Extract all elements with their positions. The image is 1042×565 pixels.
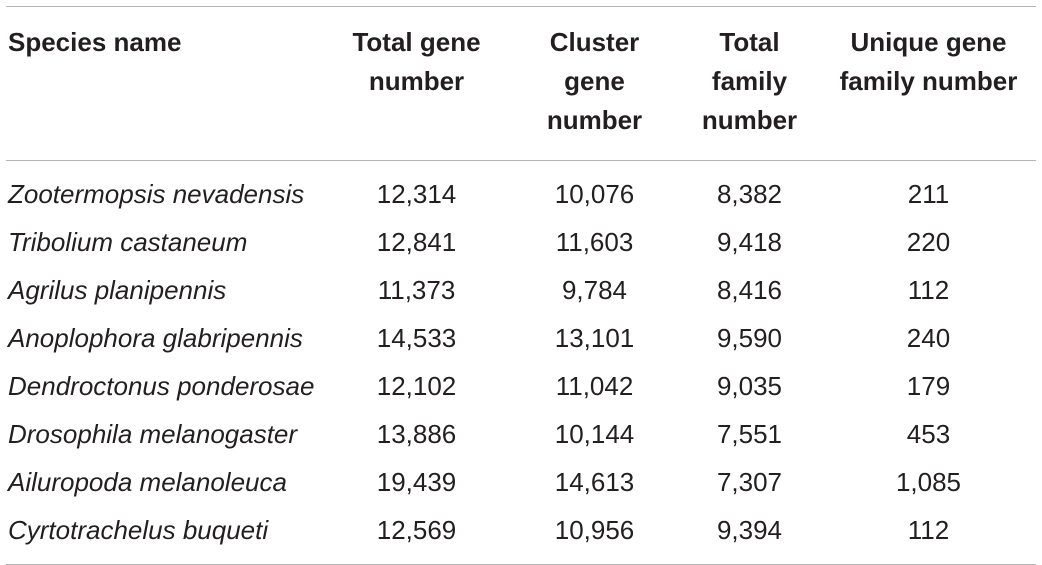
cell-total-gene-number: 12,841 <box>376 227 457 257</box>
cell-species-name: Tribolium castaneum <box>8 227 248 257</box>
cell-unique-gene-family-number: 112 <box>907 275 950 305</box>
header-unique-gene-family-number: Unique gene family number <box>839 27 1018 96</box>
cell-unique-gene-family-number: 220 <box>906 227 951 257</box>
cell-total-family-number: 7,307 <box>716 467 783 497</box>
cell-species-name: Cyrtotrachelus buqueti <box>8 515 269 545</box>
cell-unique-gene-family-number: 211 <box>907 179 950 209</box>
cell-cluster-gene-number: 10,956 <box>554 515 635 545</box>
cell-total-gene-number: 19,439 <box>376 467 457 497</box>
cell-total-gene-number: 12,569 <box>376 515 457 545</box>
cell-cluster-gene-number: 11,042 <box>555 371 634 401</box>
header-total-gene-number: Total gene number <box>352 27 481 96</box>
cell-species-name: Agrilus planipennis <box>8 275 227 305</box>
header-cluster-gene-number: Cluster gene number <box>546 27 643 135</box>
cell-total-gene-number: 13,886 <box>376 419 457 449</box>
cell-unique-gene-family-number: 1,085 <box>895 467 962 497</box>
cell-total-family-number: 8,416 <box>716 275 783 305</box>
cell-species-name: Ailuropoda melanoleuca <box>8 467 287 497</box>
table-row: Dendroctonus ponderosae 12,102 11,042 9,035… <box>6 362 1036 410</box>
cell-unique-gene-family-number: 112 <box>907 515 950 545</box>
cell-cluster-gene-number: 10,144 <box>554 419 635 449</box>
cell-species-name: Anoplophora glabripennis <box>8 323 303 353</box>
gene-family-table: Species name Total gene number Cluster g… <box>6 6 1036 565</box>
cell-cluster-gene-number: 10,076 <box>554 179 635 209</box>
cell-species-name: Drosophila melanogaster <box>8 419 298 449</box>
table-row: Ailuropoda melanoleuca 19,439 14,613 7,307 1… <box>6 458 1036 506</box>
cell-total-family-number: 9,035 <box>716 371 783 401</box>
table-row: Tribolium castaneum 12,841 11,603 9,418 220 <box>6 218 1036 266</box>
cell-total-family-number: 9,418 <box>716 227 783 257</box>
cell-total-gene-number: 11,373 <box>377 275 456 305</box>
cell-total-family-number: 7,551 <box>716 419 783 449</box>
header-total-family-number: Total family number <box>701 27 798 135</box>
table-row: Zootermopsis nevadensis 12,314 10,076 8,382… <box>6 161 1036 219</box>
gene-family-table-container: Species name Total gene number Cluster g… <box>6 6 1036 565</box>
header-row: Species name Total gene number Cluster g… <box>6 6 1036 161</box>
cell-unique-gene-family-number: 179 <box>906 371 951 401</box>
cell-cluster-gene-number: 14,613 <box>554 467 635 497</box>
cell-total-family-number: 9,394 <box>716 515 783 545</box>
cell-total-gene-number: 12,102 <box>376 371 457 401</box>
table-row: Drosophila melanogaster 13,886 10,144 7,551… <box>6 410 1036 458</box>
cell-unique-gene-family-number: 240 <box>906 323 951 353</box>
cell-total-gene-number: 14,533 <box>376 323 457 353</box>
table-row: Cyrtotrachelus buqueti 12,569 10,956 9,394 1… <box>6 506 1036 565</box>
cell-cluster-gene-number: 9,784 <box>561 275 628 305</box>
header-species-name: Species name <box>8 27 182 57</box>
cell-species-name: Dendroctonus ponderosae <box>8 371 315 401</box>
cell-species-name: Zootermopsis nevadensis <box>8 179 305 209</box>
cell-unique-gene-family-number: 453 <box>906 419 951 449</box>
cell-total-family-number: 9,590 <box>716 323 783 353</box>
cell-cluster-gene-number: 11,603 <box>555 227 634 257</box>
table-row: Anoplophora glabripennis 14,533 13,101 9,59… <box>6 314 1036 362</box>
cell-cluster-gene-number: 13,101 <box>554 323 635 353</box>
table-row: Agrilus planipennis 11,373 9,784 8,416 112 <box>6 266 1036 314</box>
cell-total-family-number: 8,382 <box>716 179 783 209</box>
cell-total-gene-number: 12,314 <box>376 179 457 209</box>
table-body: Zootermopsis nevadensis 12,314 10,076 8,382… <box>6 161 1036 565</box>
